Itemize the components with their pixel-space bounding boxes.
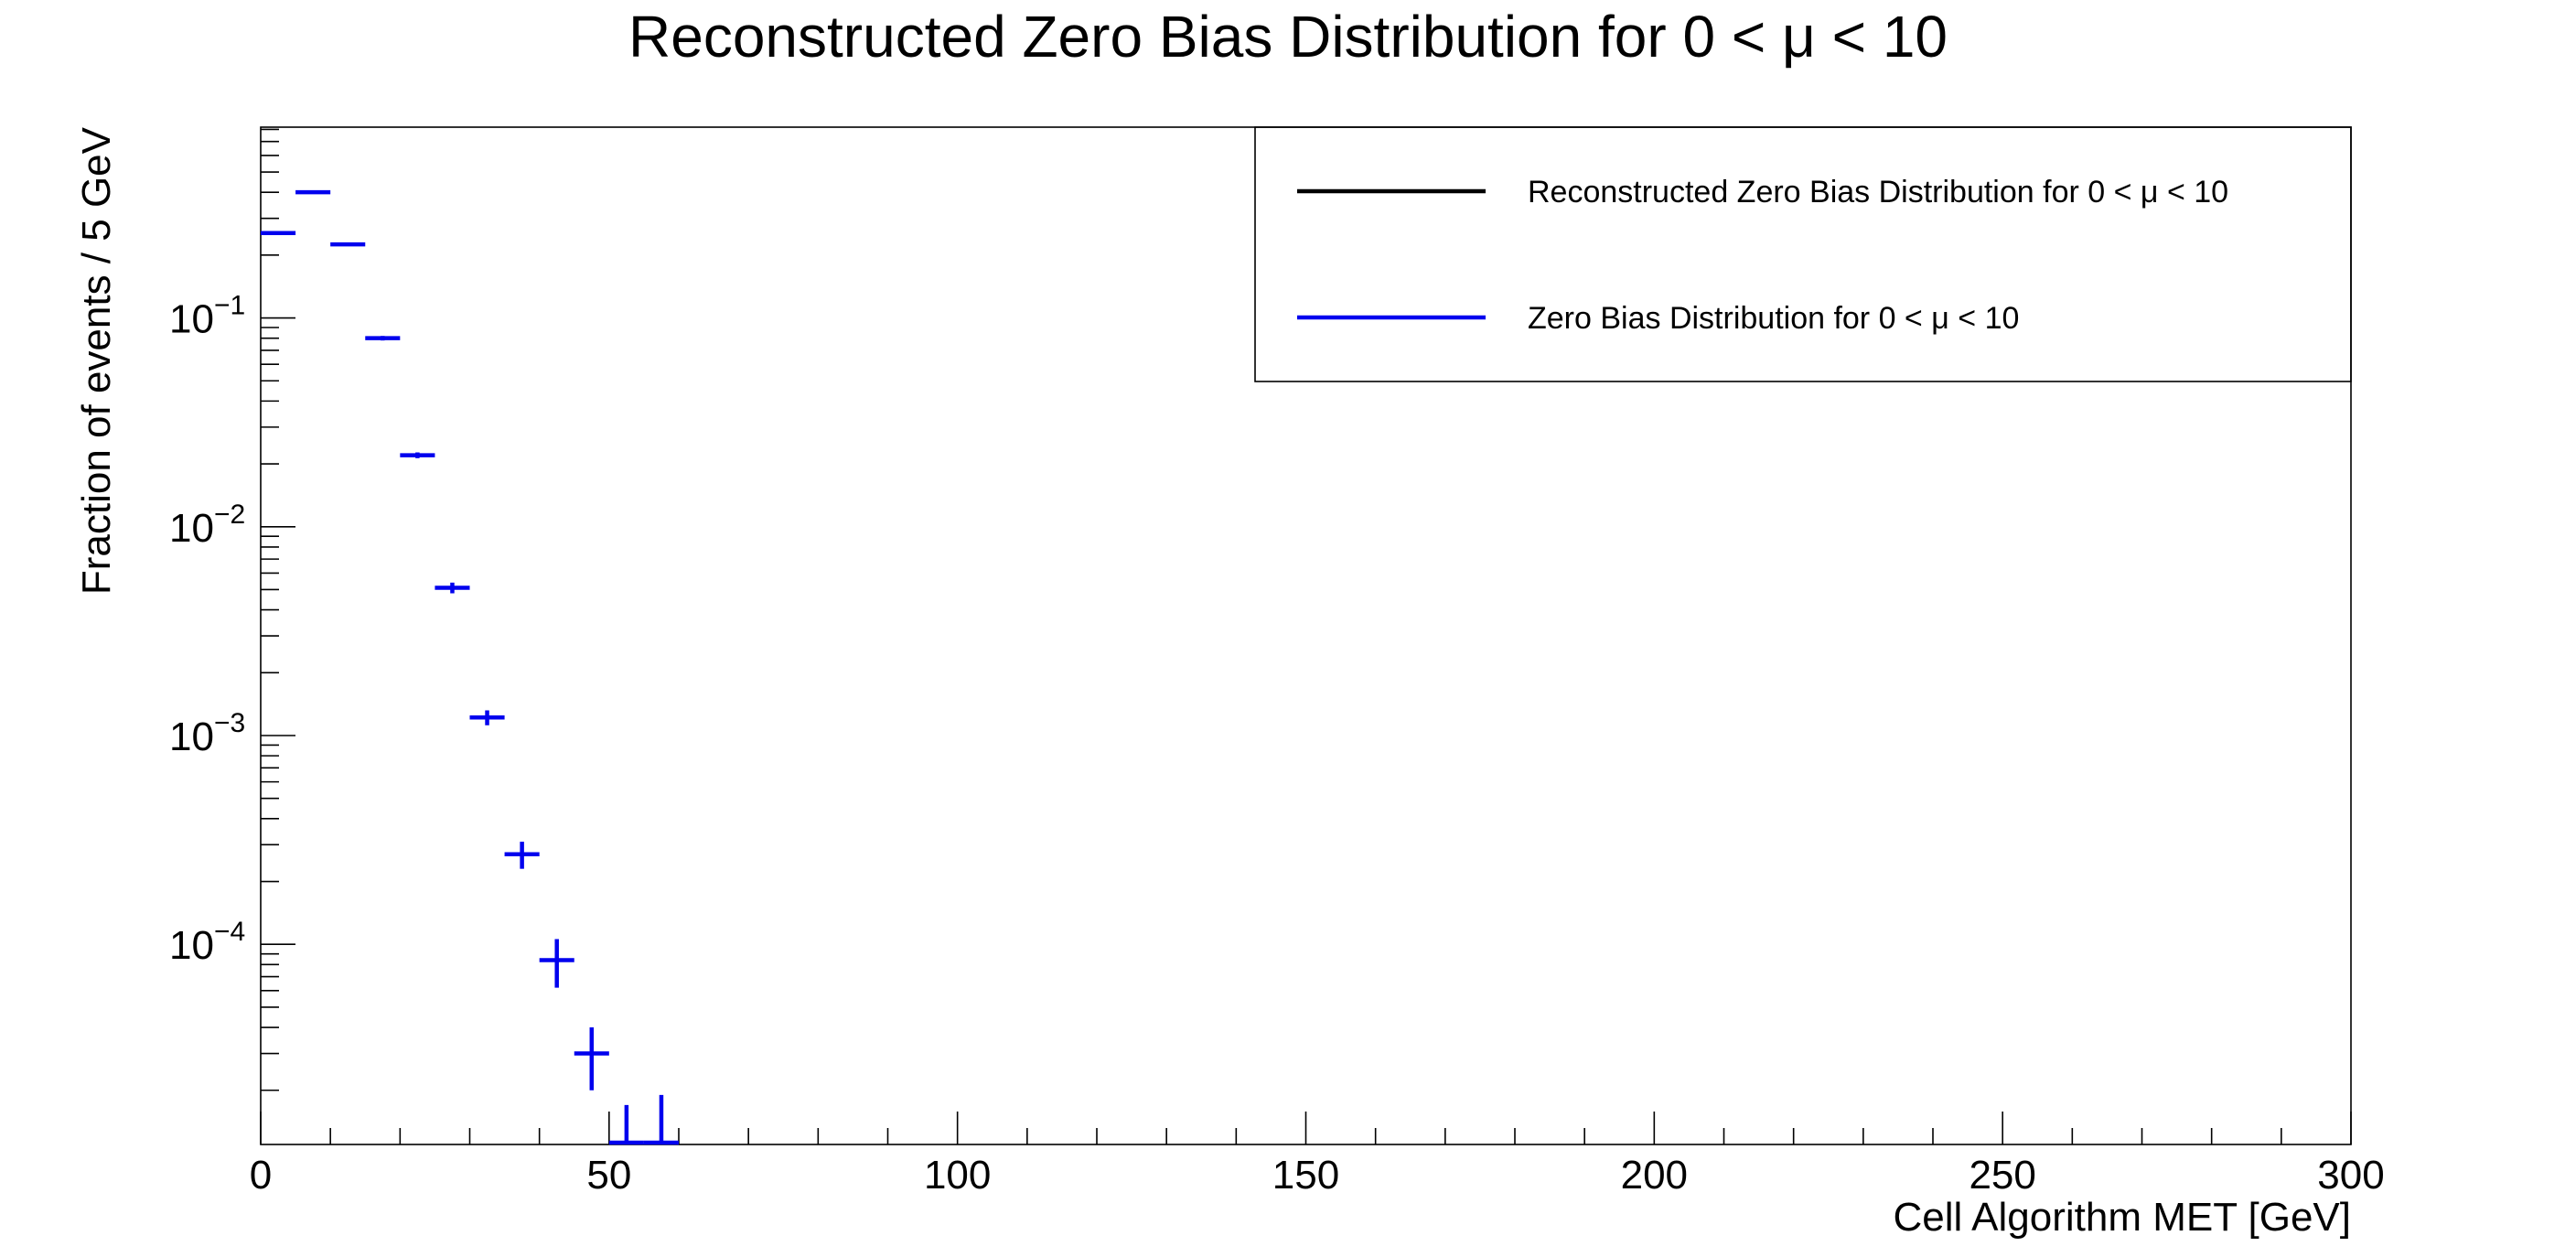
y-tick-base: 10: [169, 506, 214, 551]
x-tick-label: 0: [250, 1153, 272, 1198]
data-point: [330, 242, 366, 247]
y-axis-tick-labels: 10−110−210−310−4: [169, 291, 245, 969]
y-tick-exponent: −1: [214, 291, 245, 321]
data-point: [400, 452, 435, 458]
x-tick-label: 150: [1272, 1153, 1339, 1198]
data-point: [261, 231, 296, 236]
data-point: [469, 710, 505, 725]
data-point: [504, 842, 540, 869]
y-tick-label: 10 −4: [169, 917, 245, 968]
data-point: [608, 1104, 644, 1145]
x-tick-label: 300: [2317, 1153, 2384, 1198]
x-tick-label: 100: [924, 1153, 991, 1198]
x-tick-label: 250: [1969, 1153, 2035, 1198]
x-tick-label: 200: [1621, 1153, 1688, 1198]
data-point: [539, 939, 574, 988]
plot-frame: [260, 126, 2352, 1145]
y-tick-base: 10: [169, 714, 214, 759]
y-axis-ticks: [261, 128, 295, 1091]
y-tick-base: 10: [169, 297, 214, 342]
x-axis-label: Cell Algorithm MET [GeV]: [1894, 1195, 2351, 1240]
y-tick-base: 10: [169, 923, 214, 968]
y-tick-exponent: −4: [214, 917, 245, 947]
legend-label-zero-bias: Zero Bias Distribution for 0 < μ < 10: [1528, 301, 2019, 336]
data-series: [261, 189, 679, 1145]
y-tick-label: 10 −2: [169, 500, 245, 551]
y-axis-label: Fraction of events / 5 GeV: [74, 126, 119, 595]
y-tick-exponent: −3: [214, 708, 245, 738]
data-point: [365, 336, 401, 341]
legend: Reconstructed Zero Bias Distribution for…: [1254, 126, 2352, 382]
x-tick-label: 50: [586, 1153, 631, 1198]
x-axis-ticks: [260, 1112, 2352, 1144]
x-axis-tick-labels: 0 50 100 150 200 250 300: [250, 1153, 2385, 1198]
data-point: [574, 1027, 609, 1090]
y-tick-exponent: −2: [214, 500, 245, 530]
data-point: [295, 189, 331, 195]
y-tick-label: 10 −1: [169, 291, 245, 342]
legend-label-reconstructed: Reconstructed Zero Bias Distribution for…: [1528, 175, 2228, 210]
data-point: [643, 1094, 679, 1145]
y-tick-label: 10 −3: [169, 708, 245, 759]
legend-box: [1254, 126, 2352, 382]
data-point: [435, 582, 470, 594]
chart-title: Reconstructed Zero Bias Distribution for…: [628, 4, 1948, 70]
